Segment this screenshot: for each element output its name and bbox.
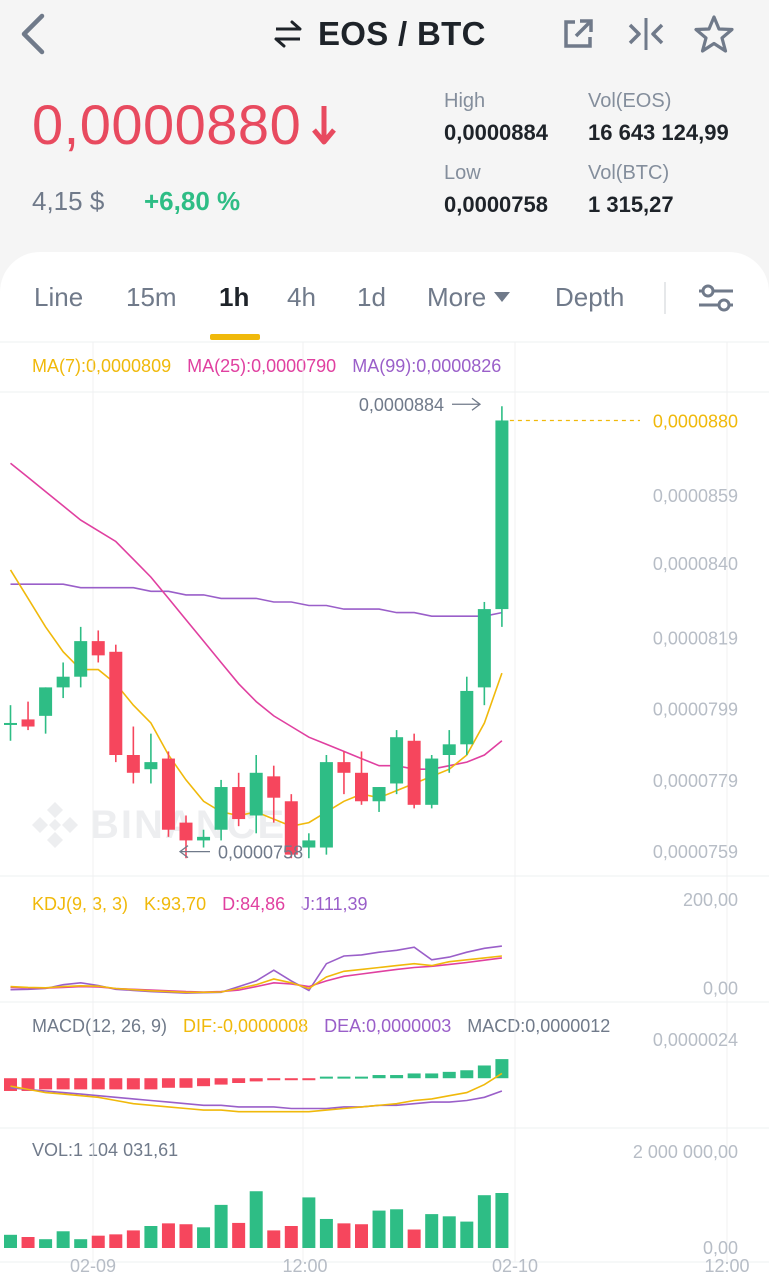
watermark: BINANCE [30, 800, 286, 850]
ma99-label: MA(99):0,0000826 [352, 356, 502, 376]
binance-logo-icon [32, 802, 78, 848]
tab-more-label: More [427, 282, 487, 312]
kdj-legend: KDJ(9, 3, 3) K:93,70 D:84,86 J:111,39 [32, 894, 368, 915]
arrow-down-icon [312, 105, 337, 144]
tab-1d[interactable]: 1d [357, 282, 386, 312]
low-value: 0,0000758 [444, 192, 548, 217]
high-value: 0,0000884 [444, 120, 548, 145]
chart-sheet: Line 15m 1h 4h 1d More Depth [0, 252, 769, 1280]
tab-1h[interactable]: 1h [219, 282, 250, 312]
tab-line[interactable]: Line [34, 282, 84, 312]
active-tab-indicator [210, 334, 260, 340]
high-label: High [444, 90, 486, 112]
vol-eos-label: Vol(EOS) [588, 90, 672, 112]
macd-value: MACD:0,0000012 [467, 1016, 611, 1036]
kdj-name: KDJ(9, 3, 3) [32, 894, 129, 914]
share-icon[interactable] [558, 14, 598, 54]
interval-tabs: Line 15m 1h 4h 1d More Depth [0, 252, 769, 342]
kdj-j: J:111,39 [301, 894, 368, 914]
pair-title: EOS / BTC [318, 15, 486, 52]
tab-more[interactable]: More [427, 282, 511, 313]
macd-name: MACD(12, 26, 9) [32, 1016, 168, 1036]
kdj-d: D:84,86 [222, 894, 286, 914]
vol-value: VOL:1 104 031,61 [32, 1140, 179, 1160]
pair-selector[interactable]: EOS / BTC [272, 12, 486, 56]
tab-15m[interactable]: 15m [126, 282, 177, 312]
chevron-left-icon[interactable] [14, 10, 54, 58]
caret-down-icon [494, 292, 511, 303]
usd-price: 4,15 $ [32, 186, 105, 216]
top-bar: EOS / BTC [0, 0, 769, 70]
macd-legend: MACD(12, 26, 9) DIF:-0,0000008 DEA:0,000… [32, 1016, 610, 1037]
vol-btc-label: Vol(BTC) [588, 162, 670, 184]
macd-dea: DEA:0,0000003 [324, 1016, 452, 1036]
tab-4h[interactable]: 4h [287, 282, 316, 312]
ma25-label: MA(25):0,0000790 [187, 356, 337, 376]
macd-dif: DIF:-0,0000008 [183, 1016, 309, 1036]
star-icon[interactable] [694, 14, 734, 54]
vol-legend: VOL:1 104 031,61 [32, 1140, 178, 1161]
ma-legend: MA(7):0,0000809 MA(25):0,0000790 MA(99):… [32, 356, 501, 377]
split-icon[interactable] [626, 14, 666, 54]
tab-divider [664, 282, 666, 314]
vol-btc-value: 1 315,27 [588, 192, 674, 217]
watermark-text: BINANCE [90, 802, 287, 847]
vol-eos-value: 16 643 124,99 [588, 120, 729, 145]
swap-arrows-icon [274, 20, 302, 48]
sliders-icon[interactable] [696, 280, 736, 316]
tab-depth[interactable]: Depth [555, 282, 625, 312]
ma7-label: MA(7):0,0000809 [32, 356, 172, 376]
low-label: Low [444, 162, 481, 184]
last-price-value: 0,0000880 [32, 93, 302, 156]
change-percent: +6,80 % [144, 186, 241, 216]
kdj-k: K:93,70 [144, 894, 207, 914]
last-price: 0,0000880 [32, 92, 337, 157]
